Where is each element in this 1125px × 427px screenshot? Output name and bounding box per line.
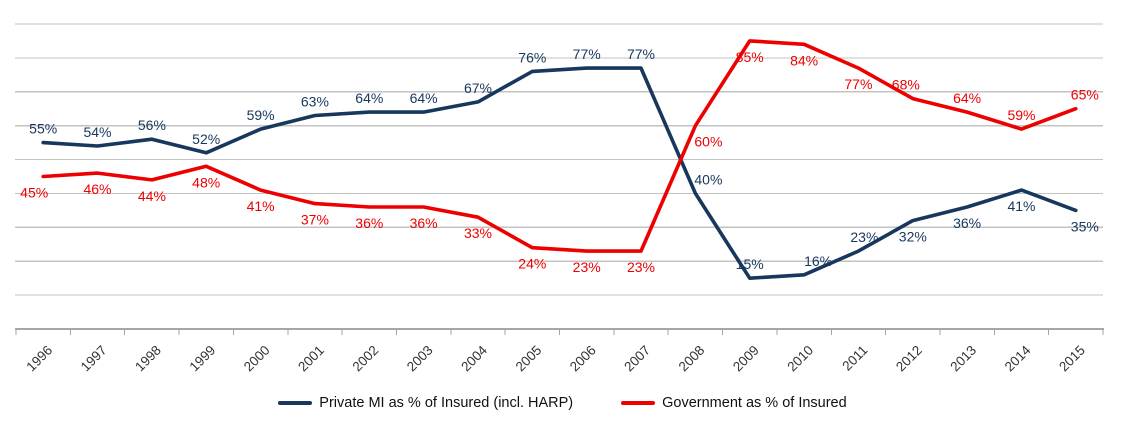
legend-label-private-mi: Private MI as % of Insured (incl. HARP) bbox=[319, 395, 574, 411]
data-label-series-1: 64% bbox=[953, 90, 981, 106]
x-axis-label: 2006 bbox=[567, 343, 599, 375]
data-label-series-0: 16% bbox=[804, 253, 832, 269]
data-label-series-0: 59% bbox=[247, 107, 275, 123]
data-label-series-0: 32% bbox=[899, 229, 927, 245]
data-label-series-0: 40% bbox=[694, 171, 722, 187]
x-axis-label: 2015 bbox=[1056, 343, 1088, 375]
data-label-series-0: 77% bbox=[573, 46, 601, 62]
series-line-0 bbox=[41, 66, 1078, 281]
legend: Private MI as % of Insured (incl. HARP) … bbox=[0, 388, 1125, 418]
data-label-series-0: 64% bbox=[410, 90, 438, 106]
data-label-series-1: 41% bbox=[247, 198, 275, 214]
data-label-series-1: 23% bbox=[627, 259, 655, 275]
x-axis-label: 2014 bbox=[1002, 342, 1034, 374]
data-label-series-0: 41% bbox=[1007, 198, 1035, 214]
data-label-series-1: 48% bbox=[192, 174, 220, 190]
x-axis-label: 2004 bbox=[458, 342, 490, 374]
chart-plot-area: 1996 1997 1998 1999 2000 2001 2002 2003 2004 2005… bbox=[15, 23, 1104, 375]
data-label-series-1: 46% bbox=[83, 181, 111, 197]
x-axis-label: 2007 bbox=[621, 343, 653, 375]
x-axis-label: 1996 bbox=[23, 343, 55, 375]
data-label-series-1: 36% bbox=[355, 215, 383, 231]
data-label-series-0: 36% bbox=[953, 215, 981, 231]
data-label-series-0: 67% bbox=[464, 80, 492, 96]
data-label-series-0: 52% bbox=[192, 131, 220, 147]
x-axis-label: 2003 bbox=[404, 343, 436, 375]
data-label-series-1: 85% bbox=[736, 49, 764, 65]
data-label-series-0: 35% bbox=[1071, 218, 1099, 234]
legend-item-private-mi: Private MI as % of Insured (incl. HARP) bbox=[278, 395, 573, 411]
legend-label-government: Government as % of Insured bbox=[662, 395, 847, 411]
x-axis-label: 2013 bbox=[947, 343, 979, 375]
x-axis-label: 1997 bbox=[78, 343, 110, 375]
data-label-series-1: 60% bbox=[694, 134, 722, 150]
x-axis-label: 2010 bbox=[784, 343, 816, 375]
x-axis-label: 2012 bbox=[893, 343, 925, 375]
data-label-series-1: 24% bbox=[518, 256, 546, 272]
data-label-series-0: 55% bbox=[29, 121, 57, 137]
legend-swatch-private-mi bbox=[278, 401, 313, 405]
x-axis-label: 1999 bbox=[186, 343, 218, 375]
data-label-series-1: 84% bbox=[790, 52, 818, 68]
data-label-series-1: 33% bbox=[464, 225, 492, 241]
data-label-series-0: 54% bbox=[83, 124, 111, 140]
data-label-series-0: 23% bbox=[850, 229, 878, 245]
data-label-series-1: 65% bbox=[1071, 87, 1099, 103]
legend-item-government: Government as % of Insured bbox=[621, 395, 847, 411]
data-label-series-1: 37% bbox=[301, 212, 329, 228]
x-axis-label: 1998 bbox=[132, 343, 164, 375]
x-axis-label: 2002 bbox=[350, 343, 382, 375]
data-label-series-1: 36% bbox=[410, 215, 438, 231]
x-axis-label: 2000 bbox=[241, 343, 273, 375]
data-label-series-1: 44% bbox=[138, 188, 166, 204]
data-label-series-0: 76% bbox=[518, 49, 546, 65]
x-axis-label: 2005 bbox=[513, 343, 545, 375]
data-label-series-1: 77% bbox=[844, 76, 872, 92]
data-label-series-0: 15% bbox=[736, 256, 764, 272]
data-label-series-1: 59% bbox=[1007, 107, 1035, 123]
series-line-1 bbox=[41, 39, 1078, 253]
x-axis-label: 2001 bbox=[295, 343, 327, 375]
data-label-series-0: 77% bbox=[627, 46, 655, 62]
data-label-series-1: 45% bbox=[20, 185, 48, 201]
data-label-series-1: 23% bbox=[573, 259, 601, 275]
data-label-series-0: 63% bbox=[301, 94, 329, 110]
data-label-series-1: 68% bbox=[892, 77, 920, 93]
data-label-series-0: 64% bbox=[355, 90, 383, 106]
x-axis-label: 2011 bbox=[839, 343, 870, 374]
legend-swatch-government bbox=[621, 401, 656, 405]
x-axis-label: 2008 bbox=[676, 343, 708, 375]
x-axis-label: 2009 bbox=[730, 343, 762, 375]
data-label-series-0: 56% bbox=[138, 117, 166, 133]
